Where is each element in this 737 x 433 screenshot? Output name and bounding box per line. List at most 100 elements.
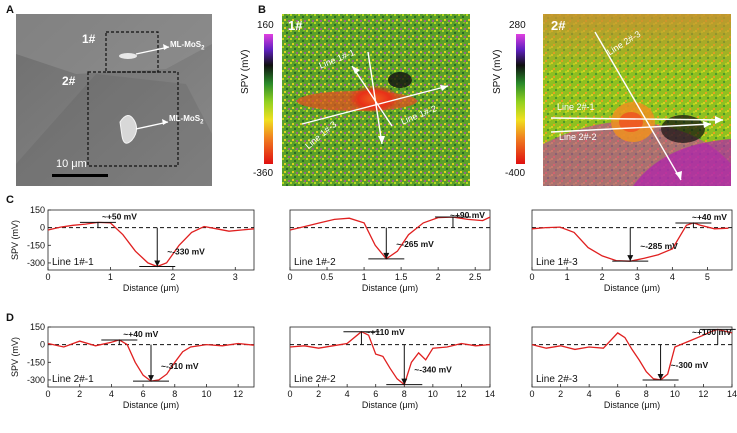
chart-3-min-arrowhead — [627, 255, 634, 262]
spv-map-1-svg — [282, 14, 470, 186]
chart-6-frame — [531, 326, 733, 388]
chart-5-frame — [289, 326, 491, 388]
chart-1-series-line — [47, 221, 255, 268]
chart-5-xtick-label-1: 2 — [316, 389, 321, 399]
chart-1-xlabel: Distance (μm) — [123, 283, 179, 293]
panel-letter-a: A — [6, 4, 14, 16]
map-2-line-1: Line 2#-1 — [557, 102, 595, 112]
chart-2-min-arrowhead — [383, 252, 390, 259]
map-2-line-2: Line 2#-2 — [559, 132, 597, 142]
chart-2-xtick-label-1: 0.5 — [321, 272, 334, 282]
chart-3-frame — [531, 209, 733, 271]
sem-label-1: 1# — [82, 32, 96, 46]
chart-4-xtick-label-3: 6 — [141, 389, 146, 399]
chart-1-ytick-label-1: 0 — [40, 223, 45, 233]
chart-5-min-arrowhead — [401, 378, 408, 385]
chart-1-series-name: Line 1#-1 — [52, 257, 94, 268]
chart-1-ylabel: SPV (mV) — [10, 220, 20, 260]
chart-5-xtick-label-3: 6 — [373, 389, 378, 399]
chart-4-xtick-label-0: 0 — [45, 389, 50, 399]
chart-4-ytick-label-0: 150 — [30, 322, 45, 332]
chart-2-frame — [289, 209, 491, 271]
chart-4-annotation-min: ~-310 mV — [161, 361, 199, 371]
chart-6-xtick-label-7: 14 — [727, 389, 737, 399]
chart-1-min-arrowhead — [154, 260, 161, 267]
sem-arrow-label-2-text: ML-MoS — [169, 114, 201, 123]
chart-1-annotation-min: ~-330 mV — [167, 246, 205, 256]
chart-2-xtick-label-4: 2 — [436, 272, 441, 282]
chart-1-ytick-label-3: -300 — [27, 258, 45, 268]
chart-3-annotation-min: ~-285 mV — [640, 241, 678, 251]
chart-1-frame — [47, 209, 255, 271]
chart-4-xtick-label-1: 2 — [77, 389, 82, 399]
chart-5-xtick-label-6: 12 — [456, 389, 466, 399]
chart-1-annotation-max: ~+50 mV — [102, 211, 137, 221]
sem-label-2: 2# — [62, 74, 76, 88]
chart-3-xtick-label-1: 1 — [565, 272, 570, 282]
chart-1-xtick-label-3: 3 — [233, 272, 238, 282]
chart-2-xtick-label-0: 0 — [287, 272, 292, 282]
chart-5-annotation-min: ~-340 mV — [414, 365, 452, 375]
chart-4-xtick-label-6: 12 — [233, 389, 243, 399]
chart-1-ytick-label-0: 150 — [30, 205, 45, 215]
chart-6-series-line — [531, 328, 733, 381]
chart-6-xtick-label-5: 10 — [670, 389, 680, 399]
sem-arrow-label-1: ML-MoS2 — [170, 40, 204, 52]
chart-3-xtick-label-5: 5 — [705, 272, 710, 282]
chart-6-xtick-label-4: 8 — [644, 389, 649, 399]
colorbar-1-max: 160 — [257, 20, 274, 31]
chart-4-xlabel: Distance (μm) — [123, 400, 179, 410]
chart-3-annotation-max: ~+40 mV — [692, 212, 727, 222]
chart-4-min-arrowhead — [148, 375, 154, 382]
colorbar-1-min: -360 — [253, 168, 274, 179]
chart-3-xtick-label-2: 2 — [600, 272, 605, 282]
chart-2-xtick-label-5: 2.5 — [469, 272, 482, 282]
chart-5-xlabel: Distance (μm) — [362, 400, 418, 410]
spv-map-2: 2# Line 2#-3 Line 2#-1 Line 2#-2 — [543, 14, 731, 186]
chart-6-xtick-label-1: 2 — [558, 389, 563, 399]
chart-5-xtick-label-2: 4 — [345, 389, 350, 399]
chart-1-xtick-label-1: 1 — [108, 272, 113, 282]
sem-arrow-label-1-sub: 2 — [201, 45, 205, 52]
chart-1-xtick-label-0: 0 — [45, 272, 50, 282]
chart-3-series-line — [531, 222, 729, 262]
colorbar-1 — [264, 34, 273, 164]
chart-3-xtick-label-0: 0 — [529, 272, 534, 282]
chart-5-xtick-label-5: 10 — [428, 389, 438, 399]
sem-arrow-label-1-text: ML-MoS — [170, 40, 202, 49]
map-2-label: 2# — [551, 18, 566, 33]
sem-arrow-label-2-sub: 2 — [200, 119, 204, 126]
chart-4-annotation-max: ~+40 mV — [123, 329, 158, 339]
chart-2-series-line — [289, 216, 491, 260]
colorbar-2 — [516, 34, 525, 164]
chart-6-annotation-max: ~+100 mV — [692, 327, 732, 337]
chart-2-xlabel: Distance (μm) — [362, 283, 418, 293]
chart-3-xtick-label-3: 3 — [635, 272, 640, 282]
chart-6-annotation-min: ~-300 mV — [671, 360, 709, 370]
chart-3-series-name: Line 1#-3 — [536, 257, 578, 268]
chart-3-xtick-label-4: 4 — [670, 272, 675, 282]
chart-5-series-line — [289, 330, 491, 386]
chart-2-xtick-label-3: 1.5 — [395, 272, 408, 282]
panel-letter-b: B — [258, 4, 266, 16]
sem-image: 1# 2# ML-MoS2 ML-MoS2 10 μm — [16, 14, 212, 186]
chart-6-xtick-label-6: 12 — [698, 389, 708, 399]
scale-bar-label: 10 μm — [56, 158, 87, 170]
chart-1-ytick-label-2: -150 — [27, 240, 45, 250]
sem-arrow-label-2: ML-MoS2 — [169, 114, 203, 126]
chart-6-xlabel: Distance (μm) — [604, 400, 660, 410]
chart-5-annotation-max: ~+110 mV — [365, 327, 405, 337]
chart-3-xlabel: Distance (μm) — [604, 283, 660, 293]
chart-4-frame — [47, 326, 255, 388]
chart-2-annotation-max: ~+90 mV — [450, 210, 485, 220]
chart-6-xtick-label-3: 6 — [615, 389, 620, 399]
chart-2-annotation-min: ~-265 mV — [396, 239, 434, 249]
colorbar-2-max: 280 — [509, 20, 526, 31]
chart-4-ytick-label-1: 0 — [40, 340, 45, 350]
chart-5-xtick-label-4: 8 — [402, 389, 407, 399]
panel-letter-d: D — [6, 312, 14, 324]
chart-4-series-name: Line 2#-1 — [52, 374, 94, 385]
chart-5-xtick-label-0: 0 — [287, 389, 292, 399]
panel-letter-c: C — [6, 194, 14, 206]
